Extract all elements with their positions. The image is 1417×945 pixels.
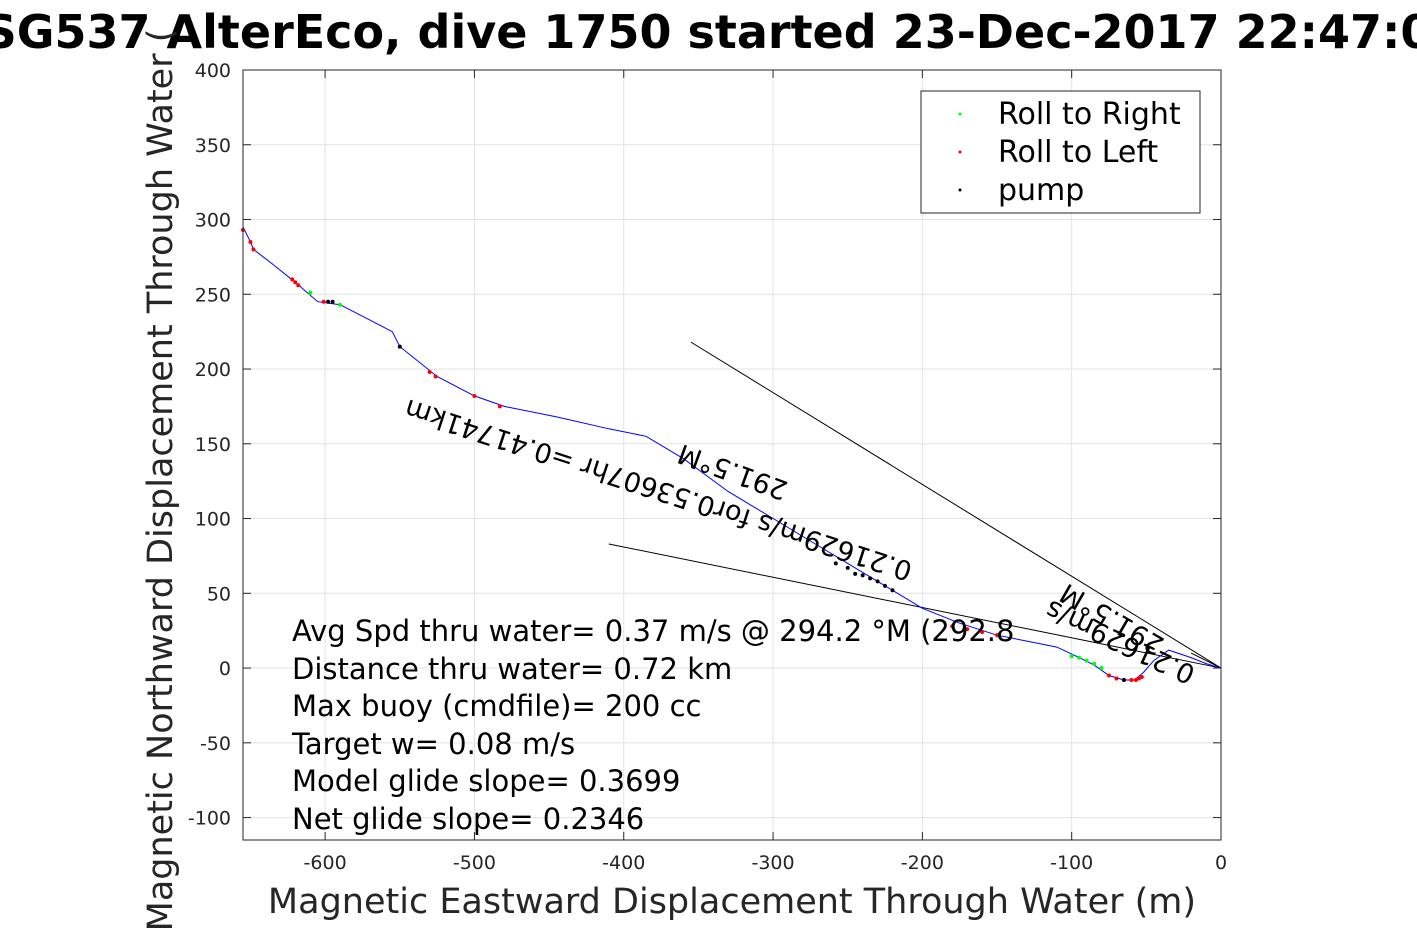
- point-roll-to-right: [1092, 661, 1097, 666]
- point-roll-to-left: [251, 247, 256, 252]
- point-roll-to-right: [1099, 666, 1104, 671]
- y-tick-label: 250: [195, 284, 231, 306]
- legend-marker-roll-left: [958, 150, 962, 154]
- point-roll-to-left: [980, 630, 985, 635]
- point-pump: [845, 565, 850, 570]
- point-pump: [397, 344, 402, 349]
- axis-ticks: -600 -500 -400 -300 -200 -100 0-100-5005010015…: [188, 60, 1227, 874]
- x-axis-label: Magnetic Eastward Displacement Through W…: [268, 882, 1196, 922]
- y-tick-label: -50: [200, 733, 231, 755]
- point-pump: [890, 588, 895, 593]
- y-axis-label: Magnetic Northward Displacement Through …: [141, 29, 181, 932]
- point-roll-to-right: [1069, 654, 1074, 659]
- y-tick-label: 400: [195, 60, 231, 82]
- point-roll-to-left: [293, 280, 298, 285]
- x-tick-label: -300: [751, 852, 794, 874]
- legend-label-pump: pump: [998, 173, 1084, 208]
- points-layer: [241, 227, 1144, 683]
- point-roll-to-left: [248, 239, 253, 244]
- reference-line: [1190, 652, 1222, 669]
- chart-title: SG537 AlterEco, dive 1750 started 23-Dec…: [0, 5, 1417, 59]
- legend-box: [920, 90, 1201, 214]
- point-roll-to-left: [1139, 675, 1144, 680]
- y-tick-label: 150: [195, 434, 231, 456]
- point-pump: [1121, 678, 1126, 683]
- legend-label-roll-left: Roll to Left: [998, 135, 1158, 170]
- point-roll-to-left: [290, 277, 295, 282]
- point-roll-to-left: [1133, 678, 1138, 683]
- reference-line: [608, 543, 1222, 669]
- point-roll-to-left: [1136, 676, 1141, 681]
- x-tick-label: -100: [1050, 852, 1093, 874]
- point-pump: [883, 583, 888, 588]
- point-pump: [860, 573, 865, 578]
- point-roll-to-left: [1129, 678, 1134, 683]
- stats-line: Model glide slope= 0.3699: [292, 764, 680, 798]
- reference-lines: [608, 341, 1222, 669]
- point-roll-to-right: [308, 290, 313, 295]
- point-roll-to-left: [321, 299, 326, 304]
- point-roll-to-left: [1114, 676, 1119, 681]
- point-roll-to-left: [472, 393, 477, 398]
- point-pump: [326, 299, 331, 304]
- stats-annotations: Avg Spd thru water= 0.37 m/s @ 294.2 °M …: [291, 614, 1014, 836]
- y-tick-label: 50: [207, 583, 231, 605]
- point-roll-to-left: [296, 283, 301, 288]
- x-tick-label: 0: [1215, 852, 1227, 874]
- point-pump: [330, 299, 335, 304]
- plot-frame: [242, 69, 1222, 841]
- y-tick-label: 200: [195, 359, 231, 381]
- point-roll-to-left: [1107, 673, 1112, 678]
- point-pump: [853, 571, 858, 576]
- stats-line: Net glide slope= 0.2346: [292, 802, 644, 836]
- y-tick-label: 100: [195, 509, 231, 531]
- point-pump: [868, 576, 873, 581]
- point-roll-to-left: [995, 633, 1000, 638]
- x-tick-label: -200: [901, 852, 944, 874]
- legend-marker-roll-right: [958, 112, 962, 116]
- point-roll-to-left: [427, 370, 432, 375]
- point-roll-to-right: [1077, 655, 1082, 660]
- stats-line: Target w= 0.08 m/s: [291, 727, 575, 761]
- rotated-label: 0.21629m/s for0.53607hr =0.41741km: [401, 392, 916, 586]
- point-roll-to-right: [338, 302, 343, 307]
- point-roll-to-left: [950, 624, 955, 629]
- y-tick-label: 300: [195, 210, 231, 232]
- stats-line: Distance thru water= 0.72 km: [292, 652, 732, 686]
- stats-line: Avg Spd thru water= 0.37 m/s @ 294.2 °M …: [292, 614, 1014, 648]
- point-pump: [875, 579, 880, 584]
- y-tick-label: 350: [195, 135, 231, 157]
- legend-label-roll-right: Roll to Right: [998, 97, 1181, 132]
- stats-line: Max buoy (cmdfile)= 200 cc: [292, 689, 701, 723]
- point-roll-to-left: [433, 374, 438, 379]
- y-tick-label: 0: [219, 658, 231, 680]
- reference-line: [690, 341, 1222, 669]
- point-roll-to-right: [1084, 658, 1089, 663]
- legend-marker-pump: [958, 188, 962, 192]
- point-roll-to-left: [965, 627, 970, 632]
- x-tick-label: -400: [602, 852, 645, 874]
- y-tick-label: -100: [188, 808, 231, 830]
- legend: Roll to Right Roll to Left pump: [920, 90, 1201, 214]
- x-tick-label: -500: [453, 852, 496, 874]
- point-roll-to-left: [497, 404, 502, 409]
- x-tick-label: -600: [304, 852, 347, 874]
- point-pump: [833, 561, 838, 566]
